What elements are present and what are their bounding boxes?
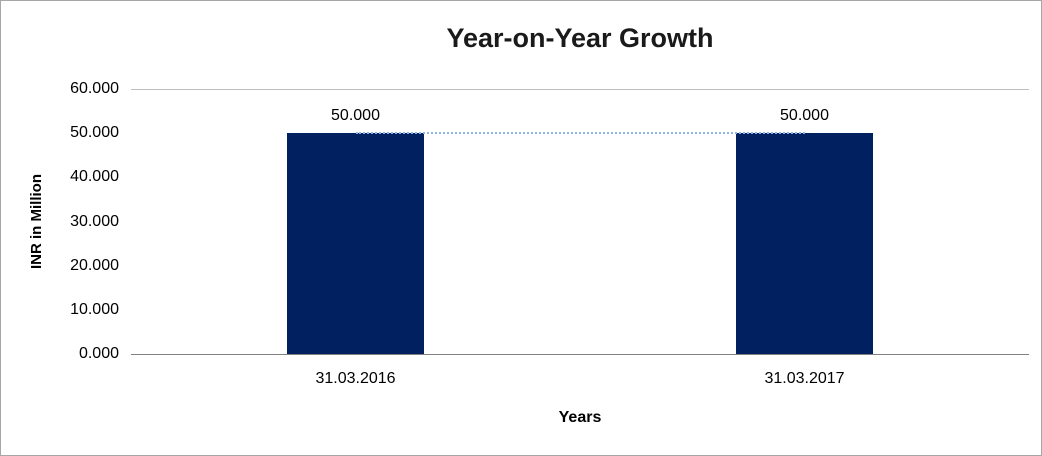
x-axis-line	[131, 354, 1029, 355]
bar-data-label: 50.000	[780, 107, 829, 125]
x-axis-title: Years	[558, 409, 602, 426]
trendline	[355, 132, 805, 135]
bar	[736, 133, 873, 354]
bar-data-label: 50.000	[331, 107, 380, 125]
x-axis-category-label: 31.03.2017	[764, 370, 845, 387]
bar	[287, 133, 424, 354]
y-axis-tick-label: 20.000	[70, 256, 119, 274]
gridline-60	[131, 89, 1029, 90]
y-axis-tick-label: 50.000	[70, 124, 119, 142]
y-axis-tick-label: 30.000	[70, 212, 119, 230]
y-axis-tick-label: 10.000	[70, 300, 119, 318]
chart-title: Year-on-Year Growth	[446, 23, 714, 53]
y-axis-tick-label: 0.000	[78, 345, 119, 362]
x-axis-category-label: 31.03.2016	[315, 370, 396, 387]
y-axis-tick-label: 60.000	[70, 80, 119, 97]
y-axis-tick-label: 40.000	[70, 168, 119, 186]
